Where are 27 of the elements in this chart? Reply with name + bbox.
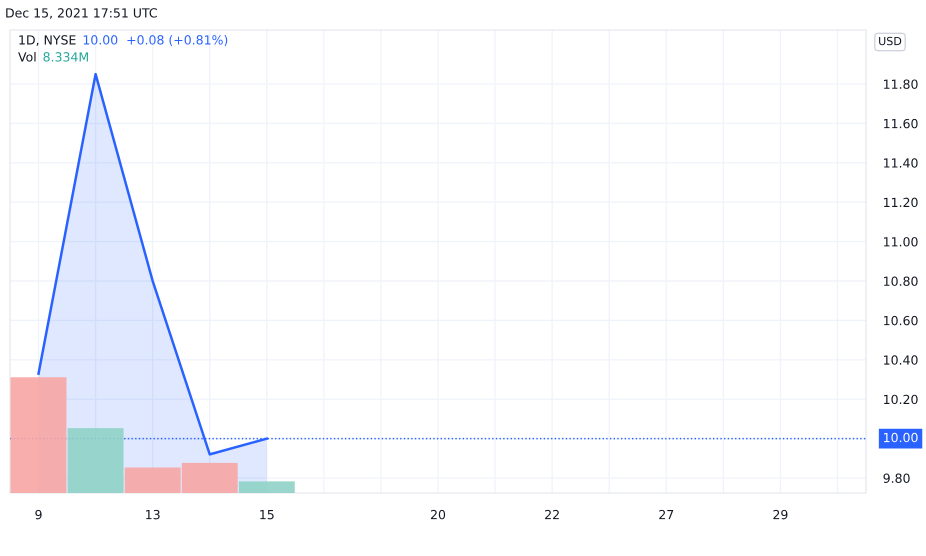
ref-line-label: 10.00	[884, 432, 918, 442]
x-tick-label: 27	[659, 510, 674, 520]
x-tick-label: 22	[545, 510, 559, 520]
x-tick-label: 9	[35, 510, 42, 520]
annotation: Vol	[18, 52, 36, 62]
bar	[10, 377, 66, 493]
y-tick-label: 10.40	[884, 355, 918, 365]
y-tick-label: 10.80	[884, 276, 918, 286]
annotation: 10.00 +0.08 (+0.81%)	[84, 34, 228, 46]
text: Dec 15, 2021 17:51 UTC	[6, 8, 157, 19]
y-tick-label: 10.60	[884, 316, 918, 326]
bar	[238, 481, 295, 493]
y-tick-label: 11.20	[884, 198, 918, 208]
y-tick-label: 11.00	[884, 237, 918, 247]
y-tick-label: 11.80	[884, 79, 918, 89]
annotation: 8.334M	[43, 52, 88, 62]
y-tick-label: 11.60	[884, 118, 918, 128]
text: USD	[879, 36, 902, 46]
y-tick-label: 10.20	[884, 394, 918, 404]
y-tick-label: 11.40	[884, 158, 918, 168]
x-tick-label: 13	[146, 510, 160, 520]
y-tick-label: 9.80	[883, 474, 910, 483]
bar	[68, 428, 124, 493]
chart-title: 1D, NYSE	[19, 35, 76, 46]
x-tick-label: 15	[260, 510, 274, 520]
x-tick-label: 29	[773, 510, 788, 520]
x-tick-label: 20	[430, 510, 446, 520]
